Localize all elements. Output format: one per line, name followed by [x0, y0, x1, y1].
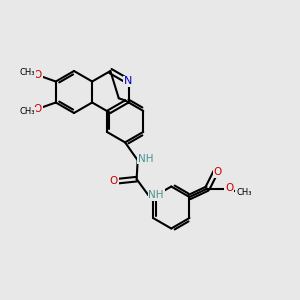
- Text: NH: NH: [138, 154, 153, 164]
- Text: O: O: [34, 104, 42, 114]
- Text: CH₃: CH₃: [236, 188, 252, 197]
- Text: O: O: [34, 70, 42, 80]
- Text: CH₃: CH₃: [20, 68, 35, 76]
- Text: N: N: [124, 76, 133, 86]
- Text: O: O: [214, 167, 222, 177]
- Text: O: O: [110, 176, 118, 186]
- Text: O: O: [225, 183, 233, 193]
- Text: NH: NH: [148, 190, 164, 200]
- Text: CH₃: CH₃: [20, 107, 35, 116]
